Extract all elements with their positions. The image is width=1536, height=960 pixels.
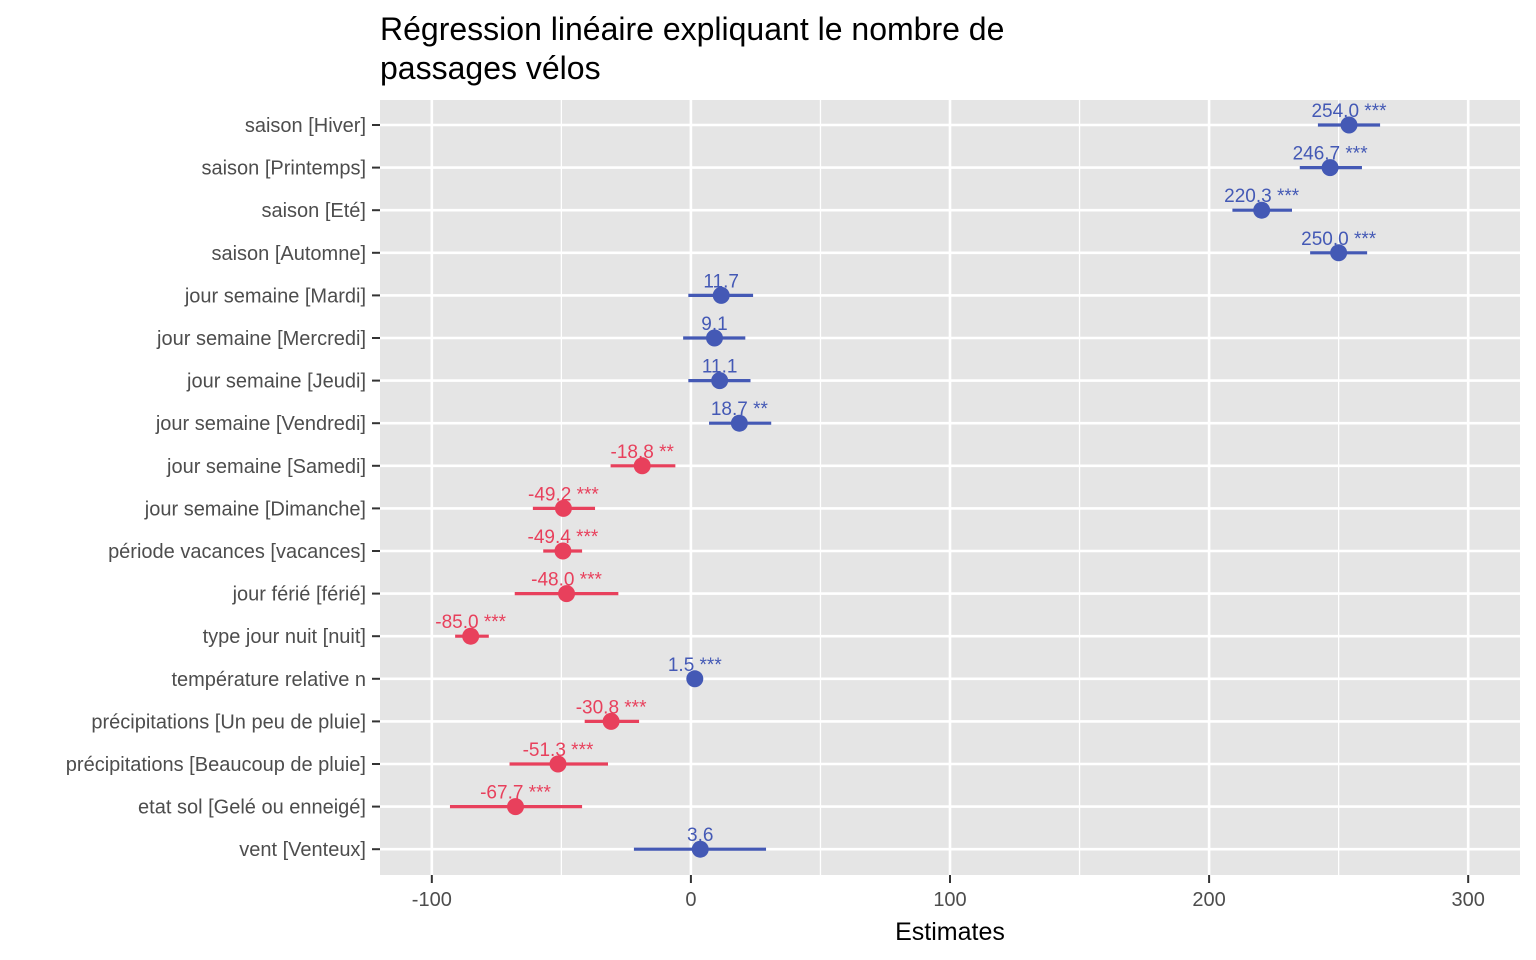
estimate-label: 250.0 ***: [1301, 229, 1377, 250]
y-tick-label: jour semaine [Mercredi]: [156, 328, 366, 350]
y-tick-label: jour semaine [Jeudi]: [186, 371, 366, 393]
estimate-point: [691, 840, 709, 858]
estimate-label: 9.1: [701, 314, 727, 335]
y-tick-label: jour semaine [Mardi]: [184, 285, 366, 307]
y-tick-label: période vacances [vacances]: [108, 541, 366, 563]
chart-title: Régression linéaire expliquant le nombre…: [380, 11, 1013, 86]
estimate-label: -48.0 ***: [531, 570, 602, 591]
estimate-point: [712, 286, 730, 304]
estimate-point: [705, 329, 723, 347]
estimate-label: -67.7 ***: [480, 783, 551, 804]
y-tick-label: vent [Venteux]: [239, 839, 366, 861]
estimate-point: [549, 755, 567, 773]
y-tick-label: précipitations [Beaucoup de pluie]: [66, 754, 366, 776]
estimate-point: [554, 499, 572, 517]
y-tick-label: saison [Printemps]: [201, 158, 366, 180]
estimate-point: [554, 542, 572, 560]
y-axis: saison [Hiver] saison [Printemps] saison […: [66, 115, 380, 861]
y-tick-label: saison [Hiver]: [245, 115, 366, 137]
estimate-point: [1330, 244, 1348, 262]
estimate-point: [730, 414, 748, 432]
estimate-point: [507, 798, 525, 816]
estimate-label: 246.7 ***: [1293, 144, 1369, 165]
estimate-label: -49.2 ***: [528, 484, 599, 505]
estimate-point: [462, 627, 480, 645]
x-tick-label: 200: [1192, 889, 1225, 911]
estimate-point: [558, 585, 576, 603]
y-tick-label: jour semaine [Vendredi]: [155, 413, 366, 435]
x-axis-label: Estimates: [895, 918, 1005, 946]
y-tick-label: jour férié [férié]: [232, 584, 366, 606]
estimate-label: 3.6: [687, 825, 713, 846]
estimate-label: 18.7 **: [711, 399, 769, 420]
minor-gridlines: [560, 100, 1340, 875]
estimate-label: -85.0 ***: [435, 612, 506, 633]
chart-title-line-2: passages vélos: [380, 50, 601, 86]
x-tick-label: 100: [933, 889, 966, 911]
estimate-label: 220.3 ***: [1224, 186, 1300, 207]
chart-title-line-1: Régression linéaire expliquant le nombre…: [380, 11, 1004, 47]
x-tick-label: 300: [1451, 889, 1484, 911]
estimate-point: [1340, 116, 1358, 134]
y-tick-label: température relative n: [171, 669, 366, 691]
estimate-label: 1.5 ***: [668, 655, 722, 676]
estimate-label: -18.8 **: [611, 442, 675, 463]
estimate-label: 254.0 ***: [1311, 101, 1387, 122]
y-tick-label: jour semaine [Samedi]: [166, 456, 366, 478]
estimate-label: 11.7: [703, 271, 739, 292]
estimate-point: [686, 670, 704, 688]
estimate-label: -30.8 ***: [576, 697, 647, 718]
y-tick-label: type jour nuit [nuit]: [203, 626, 366, 648]
x-axis: -100 0 100 200 300: [412, 875, 1485, 911]
estimate-point: [711, 372, 729, 390]
x-tick-label: 0: [685, 889, 696, 911]
x-tick-label: -100: [412, 889, 452, 911]
y-tick-label: saison [Automne]: [211, 243, 366, 265]
estimate-marks: 254.0 *** 246.7 *** 220.3 *** 250.0 *** 11.7…: [435, 101, 1387, 858]
y-tick-label: etat sol [Gelé ou enneigé]: [138, 797, 366, 819]
estimate-label: -49.4 ***: [528, 527, 599, 548]
y-tick-label: jour semaine [Dimanche]: [144, 498, 366, 520]
estimate-label: -51.3 ***: [523, 740, 594, 761]
estimate-point: [633, 457, 651, 475]
estimate-point: [1321, 159, 1339, 177]
estimate-point: [602, 712, 620, 730]
y-tick-label: saison [Eté]: [261, 200, 366, 222]
estimate-label: 11.1: [702, 357, 738, 378]
y-tick-label: précipitations [Un peu de pluie]: [91, 711, 366, 733]
estimate-point: [1253, 201, 1271, 219]
